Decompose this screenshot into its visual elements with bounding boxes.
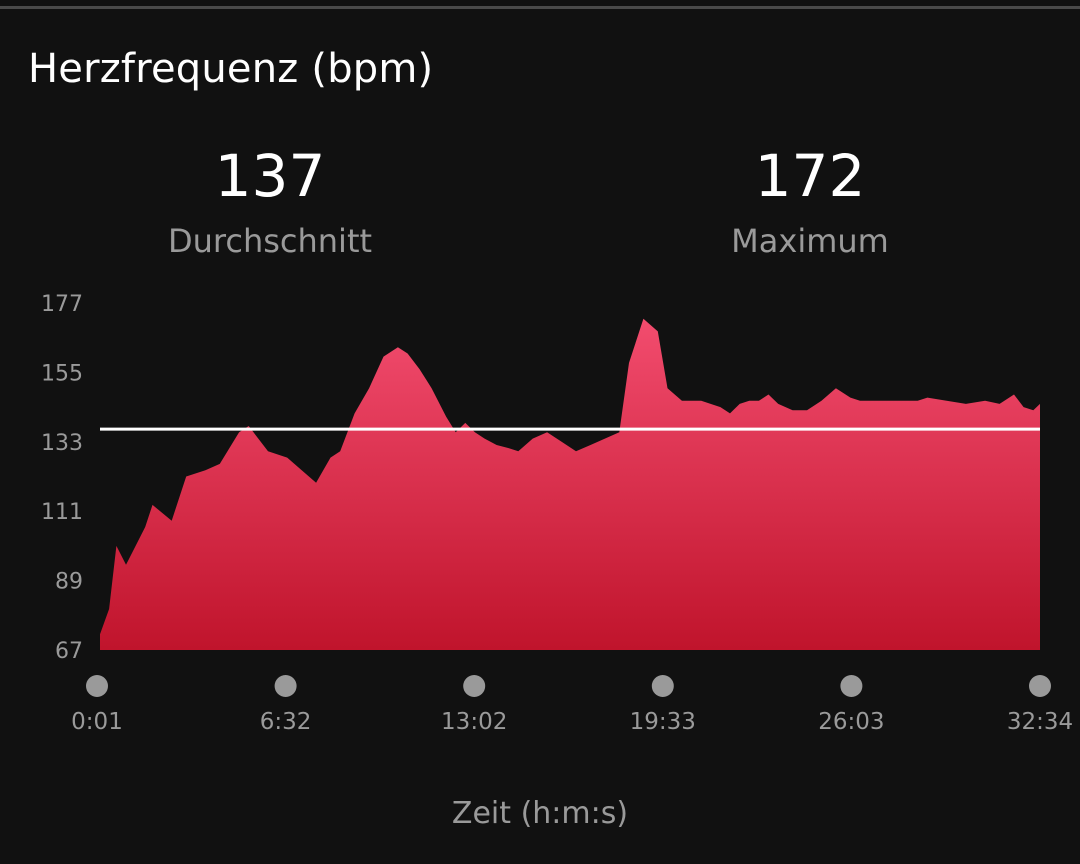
chart-title: Herzfrequenz (bpm) bbox=[28, 46, 434, 92]
y-tick-label: 67 bbox=[55, 639, 83, 664]
x-tick-dot bbox=[463, 675, 486, 697]
x-tick-dot bbox=[274, 675, 297, 697]
y-tick-label: 155 bbox=[41, 361, 83, 386]
x-tick-label: 19:33 bbox=[630, 709, 696, 735]
maximum-stat: 172 Maximum bbox=[660, 144, 960, 260]
x-tick-dot bbox=[1029, 675, 1051, 697]
x-axis-label: Zeit (h:m:s) bbox=[451, 796, 629, 831]
x-tick-label: 13:02 bbox=[441, 709, 507, 735]
x-tick-label: 0:01 bbox=[71, 709, 123, 735]
y-tick-label: 177 bbox=[41, 292, 83, 317]
x-tick-dot bbox=[86, 675, 108, 697]
y-tick-label: 133 bbox=[41, 431, 83, 456]
top-divider bbox=[0, 6, 1080, 9]
y-tick-label: 111 bbox=[41, 500, 83, 525]
average-value: 137 bbox=[214, 142, 326, 210]
x-tick-label: 26:03 bbox=[818, 709, 884, 735]
y-tick-label: 89 bbox=[55, 570, 83, 595]
x-tick-dot bbox=[651, 675, 674, 697]
maximum-label: Maximum bbox=[731, 222, 889, 260]
x-tick-label: 32:34 bbox=[1007, 709, 1073, 735]
x-tick-dot bbox=[840, 675, 863, 697]
average-label: Durchschnitt bbox=[167, 222, 373, 260]
average-stat: 137 Durchschnitt bbox=[120, 144, 420, 260]
heart-rate-area bbox=[100, 318, 1040, 650]
maximum-value: 172 bbox=[754, 142, 866, 210]
x-tick-label: 6:32 bbox=[260, 709, 312, 735]
